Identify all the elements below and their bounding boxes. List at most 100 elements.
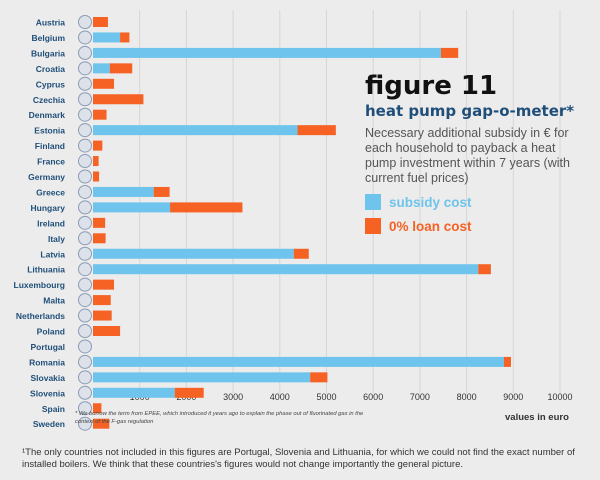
country-label-latvia: Latvia xyxy=(40,249,65,259)
country-label-lithuania: Lithuania xyxy=(27,265,65,275)
country-label-slovakia: Slovakia xyxy=(31,373,66,383)
country-label-bulgaria: Bulgaria xyxy=(31,48,65,58)
figure-title: figure 11 xyxy=(365,71,498,101)
bar-loan-cyprus xyxy=(93,78,115,89)
x-tick-label: 3000 xyxy=(223,392,243,402)
x-tick-label: 7000 xyxy=(410,392,430,402)
bar-loan-finland xyxy=(93,140,103,151)
country-label-romania: Romania xyxy=(29,357,65,367)
bar-loan-hungary xyxy=(170,202,243,213)
flag-icon-bulgaria xyxy=(78,45,92,60)
legend-swatch-subsidy xyxy=(365,194,381,210)
country-label-slovenia: Slovenia xyxy=(30,388,65,398)
bar-loan-poland xyxy=(93,326,121,336)
bar-subsidy-croatia xyxy=(93,63,110,74)
country-label-finland: Finland xyxy=(35,141,65,151)
bar-loan-luxembourg xyxy=(93,279,115,290)
country-label-france: France xyxy=(37,157,65,167)
bar-loan-slovakia xyxy=(310,372,328,383)
bar-subsidy-slovakia xyxy=(93,372,311,383)
title-panel: figure 11 heat pump gap-o-meter* Necessa… xyxy=(365,72,595,234)
x-tick-label: 4000 xyxy=(270,392,290,402)
bar-subsidy-lithuania xyxy=(93,264,479,275)
bar-loan-sweden xyxy=(93,418,110,429)
flag-icon-poland xyxy=(78,324,92,338)
bar-loan-latvia xyxy=(293,248,309,259)
flag-icon-slovakia xyxy=(78,370,92,385)
x-tick-label: 8000 xyxy=(457,392,477,402)
flag-icon-germany xyxy=(78,169,92,184)
flag-icon-latvia xyxy=(78,246,92,261)
bar-subsidy-estonia xyxy=(93,125,298,136)
legend-label-loan: 0% loan cost xyxy=(389,218,472,234)
country-label-sweden: Sweden xyxy=(33,419,65,429)
country-label-denmark: Denmark xyxy=(29,110,66,120)
figure-description: Necessary additional subsidy in € for ea… xyxy=(365,126,570,185)
bar-loan-czechia xyxy=(93,94,144,105)
bar-loan-estonia xyxy=(297,125,336,136)
x-tick-label: 9000 xyxy=(503,392,523,402)
bar-subsidy-belgium xyxy=(93,32,121,43)
bar-subsidy-greece xyxy=(93,186,154,197)
country-label-luxembourg: Luxembourg xyxy=(14,280,65,290)
flag-icon-croatia xyxy=(78,61,92,76)
bar-subsidy-latvia xyxy=(93,248,294,259)
bar-loan-romania xyxy=(503,356,511,367)
country-label-germany: Germany xyxy=(28,172,65,182)
bar-loan-spain xyxy=(93,403,102,414)
flag-icon-hungary xyxy=(78,200,92,215)
legend-swatch-loan xyxy=(365,218,381,234)
bar-loan-france xyxy=(93,156,99,167)
x-tick-label: 6000 xyxy=(363,392,383,402)
flag-icon-luxembourg xyxy=(78,277,92,292)
flag-icon-denmark xyxy=(78,107,92,122)
country-label-cyprus: Cyprus xyxy=(36,79,66,89)
flag-icon-netherlands xyxy=(78,308,92,323)
country-label-czechia: Czechia xyxy=(33,95,65,105)
bar-loan-germany xyxy=(93,171,100,182)
bar-loan-netherlands xyxy=(93,310,112,321)
bar-loan-austria xyxy=(93,17,108,27)
country-label-greece: Greece xyxy=(36,187,65,197)
flag-icon-ireland xyxy=(78,215,92,230)
figure-subtitle: heat pump gap-o-meter* xyxy=(365,102,575,120)
flag-icon-italy xyxy=(78,231,92,246)
bar-loan-lithuania xyxy=(478,264,491,275)
flag-icon-belgium xyxy=(78,30,92,45)
flag-icon-sweden xyxy=(78,416,92,431)
bar-loan-slovenia xyxy=(174,387,204,398)
flag-icon-czechia xyxy=(78,92,92,107)
bar-loan-malta xyxy=(93,295,111,306)
flag-icon-malta xyxy=(78,293,92,308)
legend-item-subsidy: subsidy cost xyxy=(365,194,595,210)
bar-subsidy-romania xyxy=(93,356,504,367)
flag-icon-france xyxy=(78,154,92,169)
country-label-netherlands: Netherlands xyxy=(16,311,65,321)
bar-subsidy-slovenia xyxy=(93,387,175,398)
bottom-footnote: ¹The only countries not included in this… xyxy=(22,447,575,470)
legend-item-loan: 0% loan cost xyxy=(365,218,595,234)
bar-loan-ireland xyxy=(93,217,106,228)
country-label-estonia: Estonia xyxy=(34,126,65,136)
country-label-spain: Spain xyxy=(42,404,65,414)
country-label-malta: Malta xyxy=(43,296,65,306)
country-label-ireland: Ireland xyxy=(37,218,65,228)
bar-loan-belgium xyxy=(120,32,130,43)
x-axis-label: values in euro xyxy=(505,412,569,423)
flag-icon-estonia xyxy=(78,123,92,138)
x-tick-label: 5000 xyxy=(316,392,336,402)
flag-icon-lithuania xyxy=(78,262,92,277)
country-label-croatia: Croatia xyxy=(36,64,66,74)
country-label-austria: Austria xyxy=(36,18,66,28)
flag-icon-spain xyxy=(78,401,92,416)
bar-loan-greece xyxy=(153,186,170,197)
bar-subsidy-bulgaria xyxy=(93,47,441,58)
flag-icon-finland xyxy=(78,138,92,153)
bar-subsidy-hungary xyxy=(93,202,171,213)
flag-icon-cyprus xyxy=(78,76,92,91)
bar-loan-croatia xyxy=(109,63,133,74)
flag-icon-portugal xyxy=(78,339,92,354)
flag-icon-romania xyxy=(78,354,92,369)
flag-icon-slovenia xyxy=(78,385,92,400)
